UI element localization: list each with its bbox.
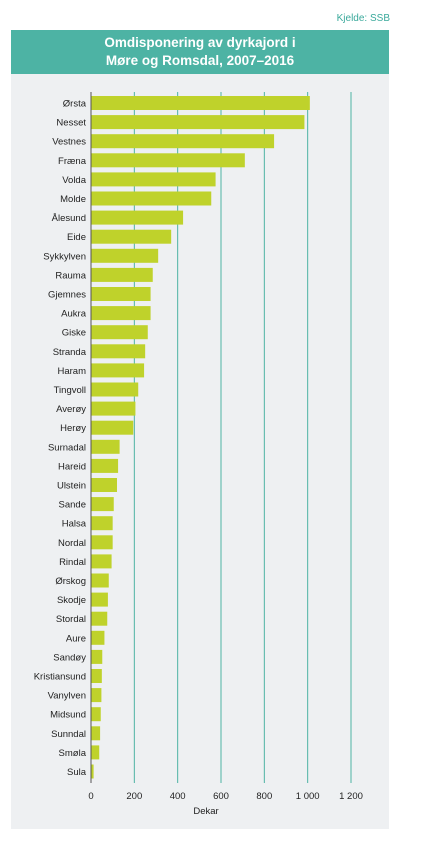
source-note: Kjelde: SSB (336, 13, 390, 24)
category-label: Hareid (58, 461, 86, 472)
category-label: Vanylven (48, 691, 86, 702)
x-tick-label: 400 (170, 791, 186, 802)
category-label: Aure (66, 633, 86, 644)
bar (91, 554, 112, 569)
category-label: Sunndal (51, 729, 86, 740)
bar (91, 726, 101, 741)
category-label: Stordal (56, 614, 86, 625)
category-label: Volda (62, 175, 86, 186)
bar (91, 611, 108, 626)
category-label: Ulstein (57, 481, 86, 492)
bar (91, 287, 151, 301)
chart-title: Omdisponering av dyrkajord i Møre og Rom… (11, 30, 389, 74)
category-label: Sande (59, 500, 86, 511)
bar (91, 325, 148, 340)
category-label: Sula (67, 767, 87, 778)
category-label: Aukra (61, 309, 87, 320)
bar (91, 420, 134, 435)
category-label: Sykkylven (43, 251, 86, 262)
category-label: Eide (67, 232, 86, 243)
category-label: Molde (60, 194, 86, 205)
category-label: Nesset (56, 118, 86, 129)
category-label: Stranda (53, 347, 87, 358)
bar (91, 745, 100, 760)
bar (91, 153, 245, 168)
bar (91, 592, 108, 607)
category-label: Giske (62, 328, 86, 339)
bar (91, 478, 117, 492)
category-label: Averøy (56, 404, 86, 415)
bar (91, 306, 151, 321)
bar (91, 630, 105, 645)
bar (91, 96, 310, 110)
bar (91, 363, 145, 378)
bar (91, 458, 119, 473)
category-label: Herøy (60, 423, 86, 434)
x-tick-label: 600 (213, 791, 229, 802)
bar (91, 191, 212, 206)
category-label: Vestnes (52, 137, 86, 148)
x-tick-label: 0 (88, 791, 93, 802)
category-label: Sandøy (53, 652, 86, 663)
bar (91, 172, 216, 187)
bar (91, 535, 113, 550)
bar (91, 764, 94, 779)
bar (91, 210, 184, 225)
x-tick-label: 1 000 (296, 791, 320, 802)
category-label: Rauma (55, 270, 86, 281)
bar (91, 229, 172, 244)
bar (91, 497, 114, 512)
category-label: Nordal (58, 538, 86, 549)
bar (91, 669, 102, 683)
bar (91, 439, 120, 454)
bar (91, 248, 159, 263)
x-axis-title: Dekar (193, 806, 218, 817)
bar (91, 688, 102, 703)
category-label: Fræna (58, 156, 87, 167)
x-tick-label: 200 (126, 791, 142, 802)
category-label: Smøla (59, 748, 87, 759)
category-label: Halsa (62, 519, 87, 530)
bar (91, 134, 275, 149)
bar (91, 267, 153, 282)
chart-panel: Omdisponering av dyrkajord i Møre og Rom… (11, 30, 389, 829)
bar (91, 401, 136, 416)
bar (91, 649, 103, 664)
category-label: Midsund (50, 710, 86, 721)
category-label: Gjemnes (48, 290, 86, 301)
category-label: Tingvoll (54, 385, 86, 396)
bar (91, 382, 139, 397)
chart-title-line-1: Omdisponering av dyrkajord i (104, 35, 296, 50)
category-label: Kristiansund (34, 672, 86, 683)
bar (91, 707, 101, 722)
bar (91, 344, 146, 359)
category-label: Rindal (59, 557, 86, 568)
x-tick-label: 800 (256, 791, 272, 802)
category-label: Ørsta (63, 99, 87, 110)
x-tick-label: 1 200 (339, 791, 363, 802)
bar (91, 115, 305, 130)
category-label: Surnadal (48, 442, 86, 453)
category-label: Ørskog (55, 576, 86, 587)
chart-title-line-2: Møre og Romsdal, 2007–2016 (105, 53, 295, 68)
category-label: Skodje (57, 595, 86, 606)
category-label: Ålesund (52, 213, 86, 224)
bar (91, 516, 113, 531)
category-label: Haram (57, 366, 86, 377)
bar (91, 573, 109, 588)
